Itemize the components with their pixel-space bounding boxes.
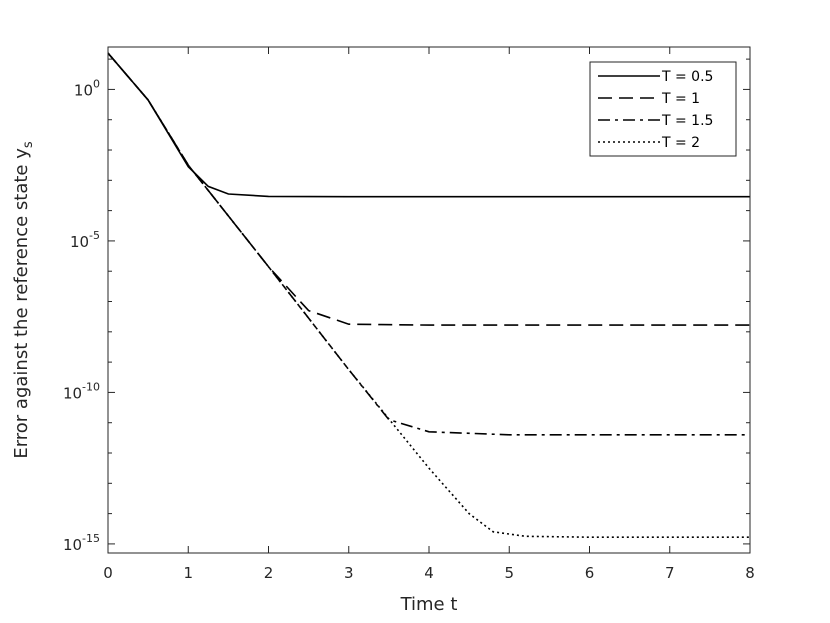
x-tick-label: 0: [103, 564, 113, 582]
y-tick-label: 10-5: [70, 229, 100, 251]
series-line-4: [107, 52, 750, 538]
x-tick-label: 3: [344, 564, 354, 582]
y-tick-label: 100: [74, 77, 100, 99]
x-tick-label: 2: [264, 564, 274, 582]
y-tick-base: 10: [63, 536, 82, 554]
y-tick-label: 10-10: [63, 380, 100, 402]
y-tick-exponent: -5: [89, 229, 100, 242]
legend: T = 0.5 T = 1 T = 1.5 T = 2: [589, 61, 737, 157]
x-tick-label: 5: [504, 564, 514, 582]
series-layer: [107, 52, 750, 538]
legend-box: [589, 61, 737, 157]
series-line-3: [107, 52, 750, 436]
y-tick-base: 10: [63, 384, 82, 402]
x-tick-label: 8: [745, 564, 755, 582]
y-tick-exponent: 0: [93, 77, 100, 90]
legend-label-4: T = 2: [661, 135, 700, 151]
x-tick-label: 4: [424, 564, 434, 582]
x-axis-label: Time t: [400, 594, 458, 615]
series-line-2: [107, 52, 750, 326]
y-tick-base: 10: [74, 81, 93, 99]
y-axis-label-main: Error against the reference state y: [11, 148, 32, 459]
legend-label-3: T = 1.5: [661, 113, 713, 129]
x-tick-label: 6: [585, 564, 595, 582]
y-tick-base: 10: [70, 233, 89, 251]
x-tick-label: 1: [183, 564, 193, 582]
y-tick-exponent: -10: [82, 380, 100, 393]
y-tick-exponent: -15: [82, 532, 100, 545]
x-tick-label: 7: [665, 564, 675, 582]
y-axis-label: Error against the reference state ys: [11, 141, 36, 459]
y-tick-label: 10-15: [63, 532, 100, 554]
legend-label-1: T = 0.5: [661, 69, 713, 85]
x-axis: 0 1 2 3 4 5 6 7 8: [103, 47, 755, 582]
legend-label-2: T = 1: [661, 91, 700, 107]
y-axis-label-subscript: s: [21, 141, 36, 148]
